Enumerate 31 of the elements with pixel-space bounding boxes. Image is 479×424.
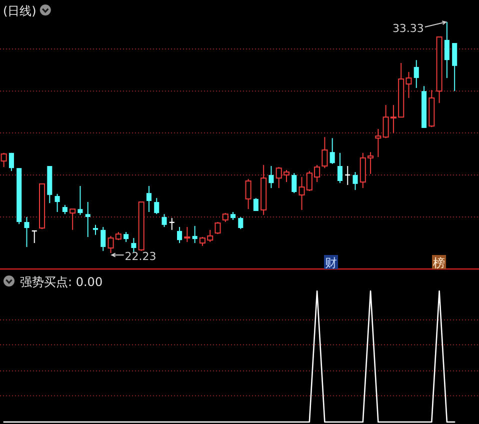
candlestick (452, 42, 458, 92)
candlestick (62, 204, 68, 215)
candlestick (54, 193, 60, 213)
candlestick (177, 226, 182, 244)
chart-title: 强势买点: 0.00 (20, 275, 103, 289)
candlestick (131, 238, 136, 252)
candlestick (253, 198, 258, 212)
candlestick (100, 226, 106, 252)
candlestick (162, 214, 167, 228)
candlestick (260, 164, 267, 216)
candlestick (154, 198, 160, 215)
annotation: 33.33 (392, 22, 424, 35)
candlestick (268, 166, 274, 189)
annotation: 22.23 (124, 250, 156, 263)
candlestick (124, 231, 129, 242)
candlestick (238, 216, 244, 230)
candlestick (24, 216, 30, 248)
candlestick (8, 152, 14, 172)
candlestick (85, 202, 90, 238)
candlestick (192, 225, 198, 244)
candlestick (78, 185, 83, 216)
candlestick (92, 224, 98, 236)
candlestick (146, 185, 152, 213)
candlestick (414, 60, 419, 88)
candlestick (375, 128, 382, 158)
chart-title: (日线) (3, 4, 36, 18)
candlestick (330, 138, 335, 164)
candlestick (292, 172, 297, 194)
candlestick (337, 152, 342, 184)
candlestick (444, 22, 450, 78)
candlestick (352, 172, 358, 190)
